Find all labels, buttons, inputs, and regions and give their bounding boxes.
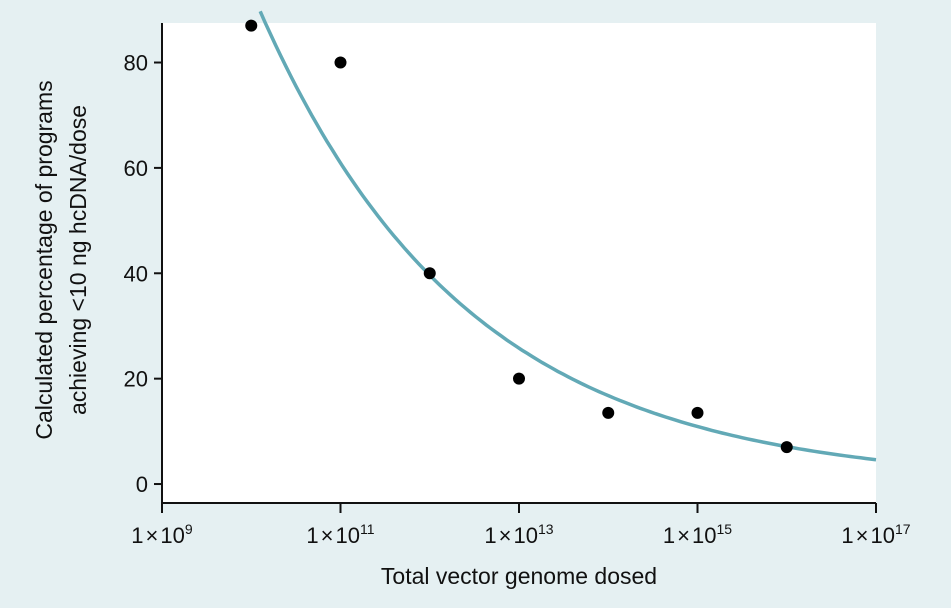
x-tick-label-exp: 13 — [538, 521, 554, 537]
x-tick-label-base: 10 — [160, 523, 184, 548]
x-axis-title: Total vector genome dosed — [381, 563, 657, 589]
y-tick-label-40: 40 — [124, 261, 148, 286]
x-tick-label-base: 10 — [514, 523, 538, 548]
x-tick-label-mantissa: 1 — [841, 523, 853, 548]
data-point-1 — [334, 56, 347, 69]
data-point-6 — [780, 441, 793, 454]
x-tick-label-base: 10 — [336, 523, 360, 548]
x-tick-label-exp: 11 — [360, 521, 375, 537]
x-tick-label-mantissa: 1 — [131, 523, 143, 548]
y-axis-title: Calculated percentage of programs achiev… — [31, 80, 91, 439]
x-tick-label-times: × — [321, 523, 334, 548]
y-tick-label-80: 80 — [124, 51, 148, 76]
x-tick-label-times: × — [677, 523, 690, 548]
x-tick-label-mantissa: 1 — [306, 523, 318, 548]
x-tick-label-1: 1×1011 — [306, 521, 374, 548]
data-point-0 — [245, 19, 258, 32]
data-point-5 — [691, 406, 704, 419]
y-tick-label-60: 60 — [124, 156, 148, 181]
x-tick-label-times: × — [146, 523, 159, 548]
y-tick-label-20: 20 — [124, 367, 148, 392]
y-tick-label-0: 0 — [136, 472, 148, 497]
y-axis-title-line-2: achieving <10 ng hcDNA/dose — [65, 105, 91, 415]
data-point-4 — [602, 406, 615, 419]
y-axis-title-line-1: Calculated percentage of programs — [31, 80, 57, 439]
x-tick-label-times: × — [499, 523, 512, 548]
marks — [245, 10, 877, 462]
plot-area — [162, 23, 876, 503]
x-tick-label-mantissa: 1 — [484, 523, 496, 548]
x-tick-label-3: 1×1015 — [663, 521, 732, 548]
x-tick-label-2: 1×1013 — [484, 521, 553, 548]
data-point-3 — [513, 372, 525, 385]
x-tick-label-base: 10 — [692, 523, 716, 548]
fit-curve — [258, 10, 877, 462]
x-tick-label-times: × — [856, 523, 869, 548]
x-tick-label-0: 1×109 — [131, 521, 193, 548]
x-tick-label-base: 10 — [871, 523, 895, 548]
x-tick-label-exp: 15 — [717, 521, 733, 537]
data-point-2 — [423, 267, 436, 280]
x-tick-label-exp: 9 — [185, 521, 193, 537]
x-tick-label-4: 1×1017 — [841, 521, 910, 548]
x-tick-label-exp: 17 — [895, 521, 911, 537]
x-tick-label-mantissa: 1 — [663, 523, 675, 548]
